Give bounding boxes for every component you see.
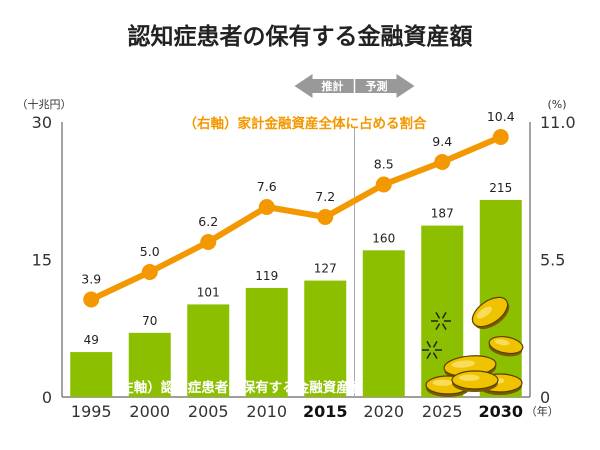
x-axis-tick-label: 2000 [129, 402, 170, 421]
bar [187, 304, 230, 397]
period-arrow-estimate-label: 推計 [322, 79, 344, 93]
bar-value-label: 119 [255, 269, 278, 283]
x-axis-tick-label: 1995 [71, 402, 112, 421]
coin-shine [458, 374, 480, 381]
tick-labels: 0 15 30 0 5.5 11.0 1995 2000 2005 2010 2015 2020 202… [32, 113, 576, 421]
x-axis-tick-label: 2005 [188, 402, 229, 421]
bar-value-label: 215 [489, 181, 512, 195]
line-series-legend: （右軸）家計金融資産全体に占める割合 [184, 115, 427, 132]
chart-title: 認知症患者の保有する金融資産額 [128, 23, 473, 50]
coin-shine [451, 360, 475, 368]
line-value-label: 6.2 [198, 214, 218, 229]
sparkle-ray [432, 352, 438, 360]
left-axis-tick-label: 30 [32, 113, 52, 132]
line-point [434, 154, 451, 170]
x-axis-tick-label: 2020 [363, 402, 404, 421]
sparkle-ray [441, 311, 447, 319]
period-arrow: 推計 予測 [294, 74, 415, 98]
line-value-label: 7.6 [257, 179, 277, 194]
x-axis-tick-label: 2030 [478, 402, 523, 421]
sparkle-ray [426, 340, 432, 348]
line-value-label: 7.2 [315, 189, 335, 204]
line-value-label: 9.4 [432, 134, 452, 149]
coin-icon [488, 335, 524, 357]
bar [245, 287, 288, 397]
bar-value-label: 70 [142, 314, 157, 328]
coin-icon [451, 370, 499, 392]
coin-shine [494, 339, 510, 346]
line-value-label: 3.9 [81, 272, 101, 287]
x-axis-suffix: （年） [526, 404, 559, 418]
series-line [89, 134, 502, 303]
bar-value-label: 49 [84, 333, 99, 347]
sparkle-icon [422, 340, 442, 360]
line-point [492, 129, 509, 145]
right-axis-tick-label: 0 [540, 388, 550, 407]
bar [70, 352, 113, 397]
line-value-label: 8.5 [374, 157, 394, 172]
left-axis-unit: （十兆円） [17, 97, 72, 111]
left-axis-tick-label: 15 [32, 251, 52, 270]
sparkle-ray [432, 340, 438, 348]
line-series: 3.9 5.0 6.2 7.6 7.2 8.5 9.4 10.4 [81, 109, 515, 308]
bar-value-label: 127 [314, 262, 337, 276]
sparkle-ray [435, 323, 441, 331]
right-axis-tick-label: 11.0 [540, 113, 576, 132]
line-value-label: 10.4 [487, 109, 515, 124]
line-point [141, 264, 158, 280]
bar-series-legend: （左軸）認知症患者の保有する金融資産額 [107, 379, 364, 396]
line-point [317, 209, 334, 225]
bar-series: 49 70 101 119 127 160 187 215 [70, 181, 522, 397]
sparkle-icon [431, 311, 451, 331]
sparkle-ray [441, 323, 447, 331]
x-axis-tick-label: 2025 [422, 402, 463, 421]
bar [128, 332, 171, 397]
x-axis-tick-label: 2010 [246, 402, 287, 421]
coin-pile-illustration [422, 296, 524, 397]
left-axis-tick-label: 0 [42, 388, 52, 407]
line-value-label: 5.0 [140, 244, 160, 259]
sparkle-ray [426, 352, 432, 360]
coin-icon [471, 296, 510, 330]
line-point [258, 199, 275, 215]
x-axis-tick-label: 2015 [303, 402, 348, 421]
line-point [83, 291, 100, 308]
sparkle-ray [435, 311, 441, 319]
bar-value-label: 160 [372, 231, 395, 245]
bar [362, 250, 405, 397]
bar-value-label: 187 [431, 207, 454, 221]
line-point [375, 176, 392, 193]
period-arrow-forecast-label: 予測 [366, 79, 388, 93]
bar-value-label: 101 [197, 285, 220, 299]
line-point [200, 234, 217, 250]
coin-shine [476, 306, 493, 319]
right-axis-unit: (%) [547, 98, 566, 111]
right-axis-tick-label: 5.5 [540, 251, 565, 270]
coin-shine [432, 379, 453, 386]
bar [304, 280, 347, 397]
